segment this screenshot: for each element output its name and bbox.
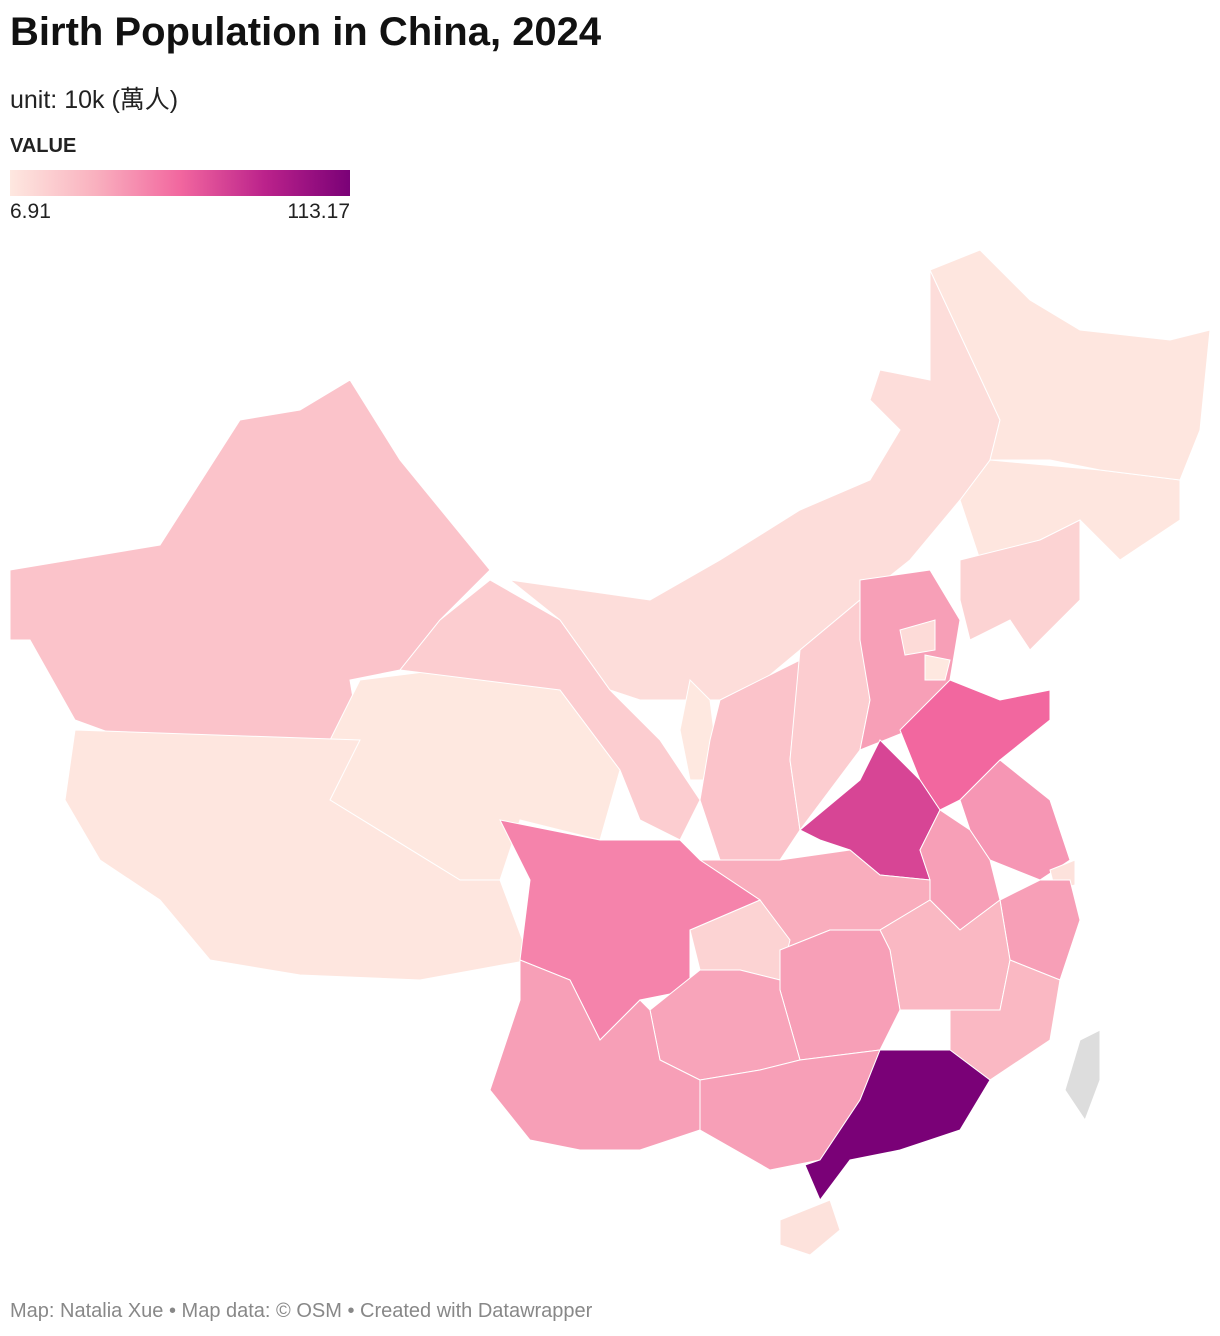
legend-max: 113.17 bbox=[287, 200, 350, 223]
region bbox=[959, 519, 1081, 651]
region bbox=[399, 579, 701, 841]
title: Birth Population in China, 2024 bbox=[10, 10, 602, 54]
legend-gradient bbox=[10, 170, 350, 196]
region bbox=[899, 619, 936, 656]
region bbox=[64, 729, 531, 981]
region bbox=[779, 1199, 841, 1256]
legend-title: VALUE bbox=[10, 135, 77, 157]
footer: Map: Natalia Xue • Map data: © OSM • Cre… bbox=[10, 1300, 593, 1322]
region bbox=[779, 929, 901, 1061]
subtitle: unit: 10k (萬人) bbox=[10, 86, 179, 114]
legend-min: 6.91 bbox=[10, 200, 51, 223]
region bbox=[804, 1049, 991, 1201]
region bbox=[924, 654, 951, 681]
unmapped-region bbox=[1064, 1029, 1101, 1122]
region bbox=[929, 249, 1211, 481]
